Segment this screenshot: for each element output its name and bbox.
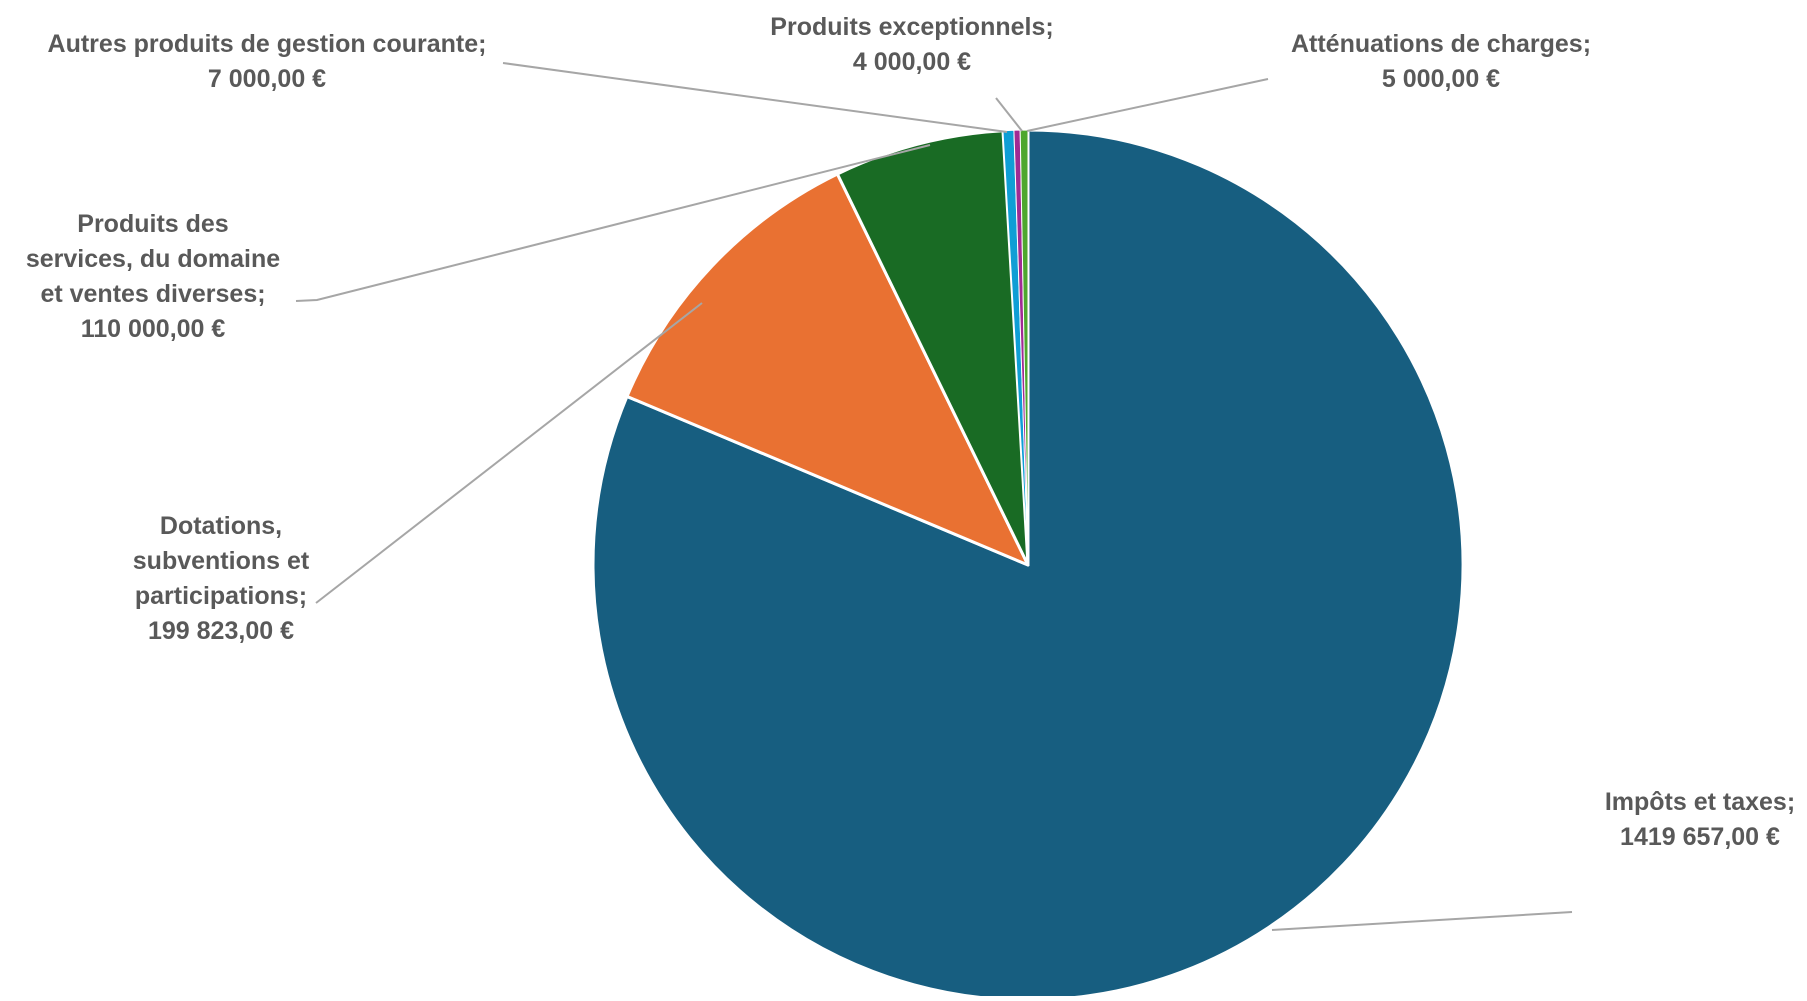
leader-line-2 xyxy=(315,302,703,604)
data-label-value: 1419 657,00 € xyxy=(1620,823,1780,851)
data-label-name: services, du domaine xyxy=(26,245,280,273)
data-label-value: 4 000,00 € xyxy=(853,48,971,76)
pie-slice-1 xyxy=(591,128,1465,1001)
leader-line-5 xyxy=(995,97,1023,132)
data-label-name: et ventes diverses; xyxy=(40,280,265,308)
data-label-name: Impôts et taxes; xyxy=(1605,788,1795,816)
data-label-name: Autres produits de gestion courante; xyxy=(48,30,487,58)
data-label-2: Dotations, subventions et participations; 1… xyxy=(133,512,310,645)
data-label-value: 7 000,00 € xyxy=(208,65,326,93)
data-label-value: 199 823,00 € xyxy=(148,617,294,645)
data-label-4: Autres produits de gestion courante; 7 00… xyxy=(48,30,487,93)
data-label-3: Produits des services, du domaine et vente… xyxy=(26,210,280,343)
data-labels-layer: Impôts et taxes; 1419 657,00 € Dotations, s… xyxy=(26,13,1795,851)
data-label-name: Dotations, xyxy=(160,512,282,540)
leader-line-3 xyxy=(295,144,931,302)
leader-lines-layer xyxy=(295,62,1573,931)
data-label-6: Atténuations de charges; 5 000,00 € xyxy=(1291,30,1591,93)
pie-slice-2 xyxy=(625,172,1030,567)
data-label-5: Produits exceptionnels; 4 000,00 € xyxy=(770,13,1053,76)
data-label-name: participations; xyxy=(135,582,307,610)
leader-line-6 xyxy=(1026,78,1269,132)
data-label-value: 5 000,00 € xyxy=(1382,65,1500,93)
data-label-name: Produits des xyxy=(77,210,228,238)
leader-line-1 xyxy=(1271,911,1573,931)
data-label-value: 110 000,00 € xyxy=(81,315,226,343)
data-label-1: Impôts et taxes; 1419 657,00 € xyxy=(1605,788,1795,851)
data-label-name: subventions et xyxy=(133,547,310,575)
data-label-name: Atténuations de charges; xyxy=(1291,30,1591,58)
data-label-name: Produits exceptionnels; xyxy=(770,13,1053,41)
leader-line-4 xyxy=(502,62,1008,133)
slices-layer xyxy=(591,128,1465,1001)
